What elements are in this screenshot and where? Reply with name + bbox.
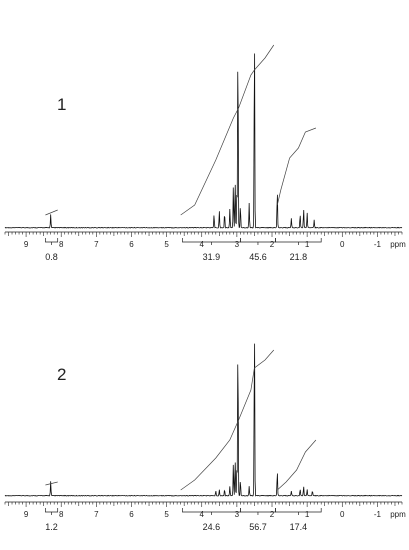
panel-label: 1 <box>57 95 66 114</box>
x-tick-label: 7 <box>94 510 99 519</box>
integral-bracket <box>275 508 322 513</box>
x-tick-label: 1 <box>305 510 310 519</box>
spectrum-panel-1: 1 9 8 7 6 5 4 3 2 1 0 -1 ppm 0.8 31.9 45.6 21.8 <box>4 44 406 262</box>
integral-value: 21.8 <box>290 252 308 262</box>
x-tick-label: 3 <box>235 240 240 249</box>
x-tick-label: 7 <box>94 240 99 249</box>
x-tick-label: 5 <box>164 240 169 249</box>
x-tick-label: 9 <box>24 240 29 249</box>
x-tick-label: 6 <box>129 240 134 249</box>
spectrum-trace <box>4 343 403 497</box>
integral-curve <box>180 44 275 216</box>
integral-bracket <box>182 508 241 513</box>
x-tick-label: -1 <box>374 240 382 249</box>
integral-value: 0.8 <box>45 252 58 262</box>
x-tick-label: 4 <box>200 240 205 249</box>
integral-bracket <box>182 238 241 243</box>
x-tick-label: 9 <box>24 510 29 519</box>
x-tick-label: 3 <box>235 510 240 519</box>
integral-bracket <box>45 238 59 243</box>
spectrum-panel-2: 2 9 8 7 6 5 4 3 2 1 0 -1 ppm 1.2 24.6 56.7 17.4 <box>4 343 406 532</box>
integral-value: 1.2 <box>45 522 58 532</box>
integral-bracket <box>45 508 59 513</box>
integral-curve <box>45 209 58 216</box>
x-tick-label: 2 <box>270 510 275 519</box>
x-tick-label: 8 <box>59 510 64 519</box>
x-tick-label: 6 <box>129 510 134 519</box>
integral-value: 56.7 <box>249 522 267 532</box>
x-tick-label: 0 <box>340 510 345 519</box>
integral-value: 24.6 <box>203 522 221 532</box>
x-tick-label: 5 <box>164 510 169 519</box>
x-tick-label: 2 <box>270 240 275 249</box>
x-unit-label: ppm <box>390 240 406 249</box>
x-tick-label: -1 <box>374 510 382 519</box>
integral-value: 17.4 <box>290 522 308 532</box>
x-tick-label: 4 <box>200 510 205 519</box>
integral-curve <box>45 481 58 486</box>
integral-curve <box>180 349 275 491</box>
spectrum-trace <box>4 53 403 229</box>
x-tick-label: 1 <box>305 240 310 249</box>
integral-curve <box>276 127 317 206</box>
integral-value: 45.6 <box>249 252 267 262</box>
panel-label: 2 <box>57 365 66 384</box>
integral-value: 31.9 <box>203 252 221 262</box>
integral-bracket <box>275 238 322 243</box>
x-tick-label: 0 <box>340 240 345 249</box>
x-unit-label: ppm <box>390 510 406 519</box>
integral-curve <box>277 439 317 491</box>
x-tick-label: 8 <box>59 240 64 249</box>
